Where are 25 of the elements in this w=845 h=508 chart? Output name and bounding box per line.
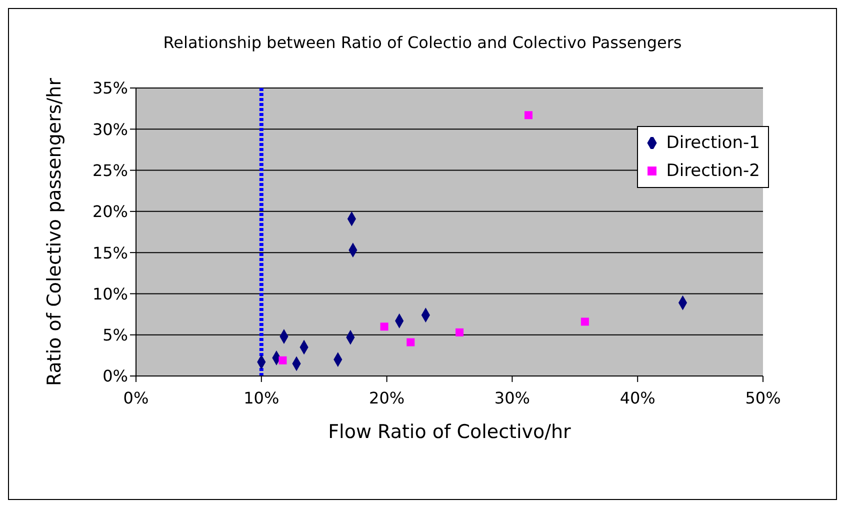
point [278, 356, 287, 364]
y-tick-label: 10% [92, 284, 128, 304]
y-tick-label: 30% [92, 120, 128, 139]
point [580, 318, 589, 326]
x-tick-label: 20% [369, 388, 405, 408]
point [524, 111, 532, 120]
point [380, 322, 388, 331]
point [456, 328, 464, 336]
y-tick-label: 25% [92, 160, 128, 180]
x-tick-label: 40% [620, 388, 656, 408]
x-tick-label: 0% [123, 388, 149, 408]
point [406, 338, 415, 346]
y-tick-label: 20% [92, 202, 128, 222]
y-tick-label: 35% [92, 78, 128, 98]
legend-label: Direction-1 [666, 132, 760, 155]
y-tick-label: 0% [102, 366, 128, 386]
legend-label: Direction-2 [666, 160, 760, 183]
x-axis-title: Flow Ratio of Colectivo/hr [328, 421, 572, 443]
x-tick-label: 10% [244, 388, 280, 408]
chart-title: Relationship between Ratio of Colectio and Colectivo Passengers [162, 33, 683, 52]
y-axis-title: Ratio of Colectivo passengers/hr [44, 78, 66, 386]
x-tick-label: 50% [745, 388, 781, 408]
y-tick-label: 5% [102, 326, 128, 345]
x-tick-label: 30% [494, 388, 530, 408]
y-tick-label: 15% [92, 243, 128, 262]
